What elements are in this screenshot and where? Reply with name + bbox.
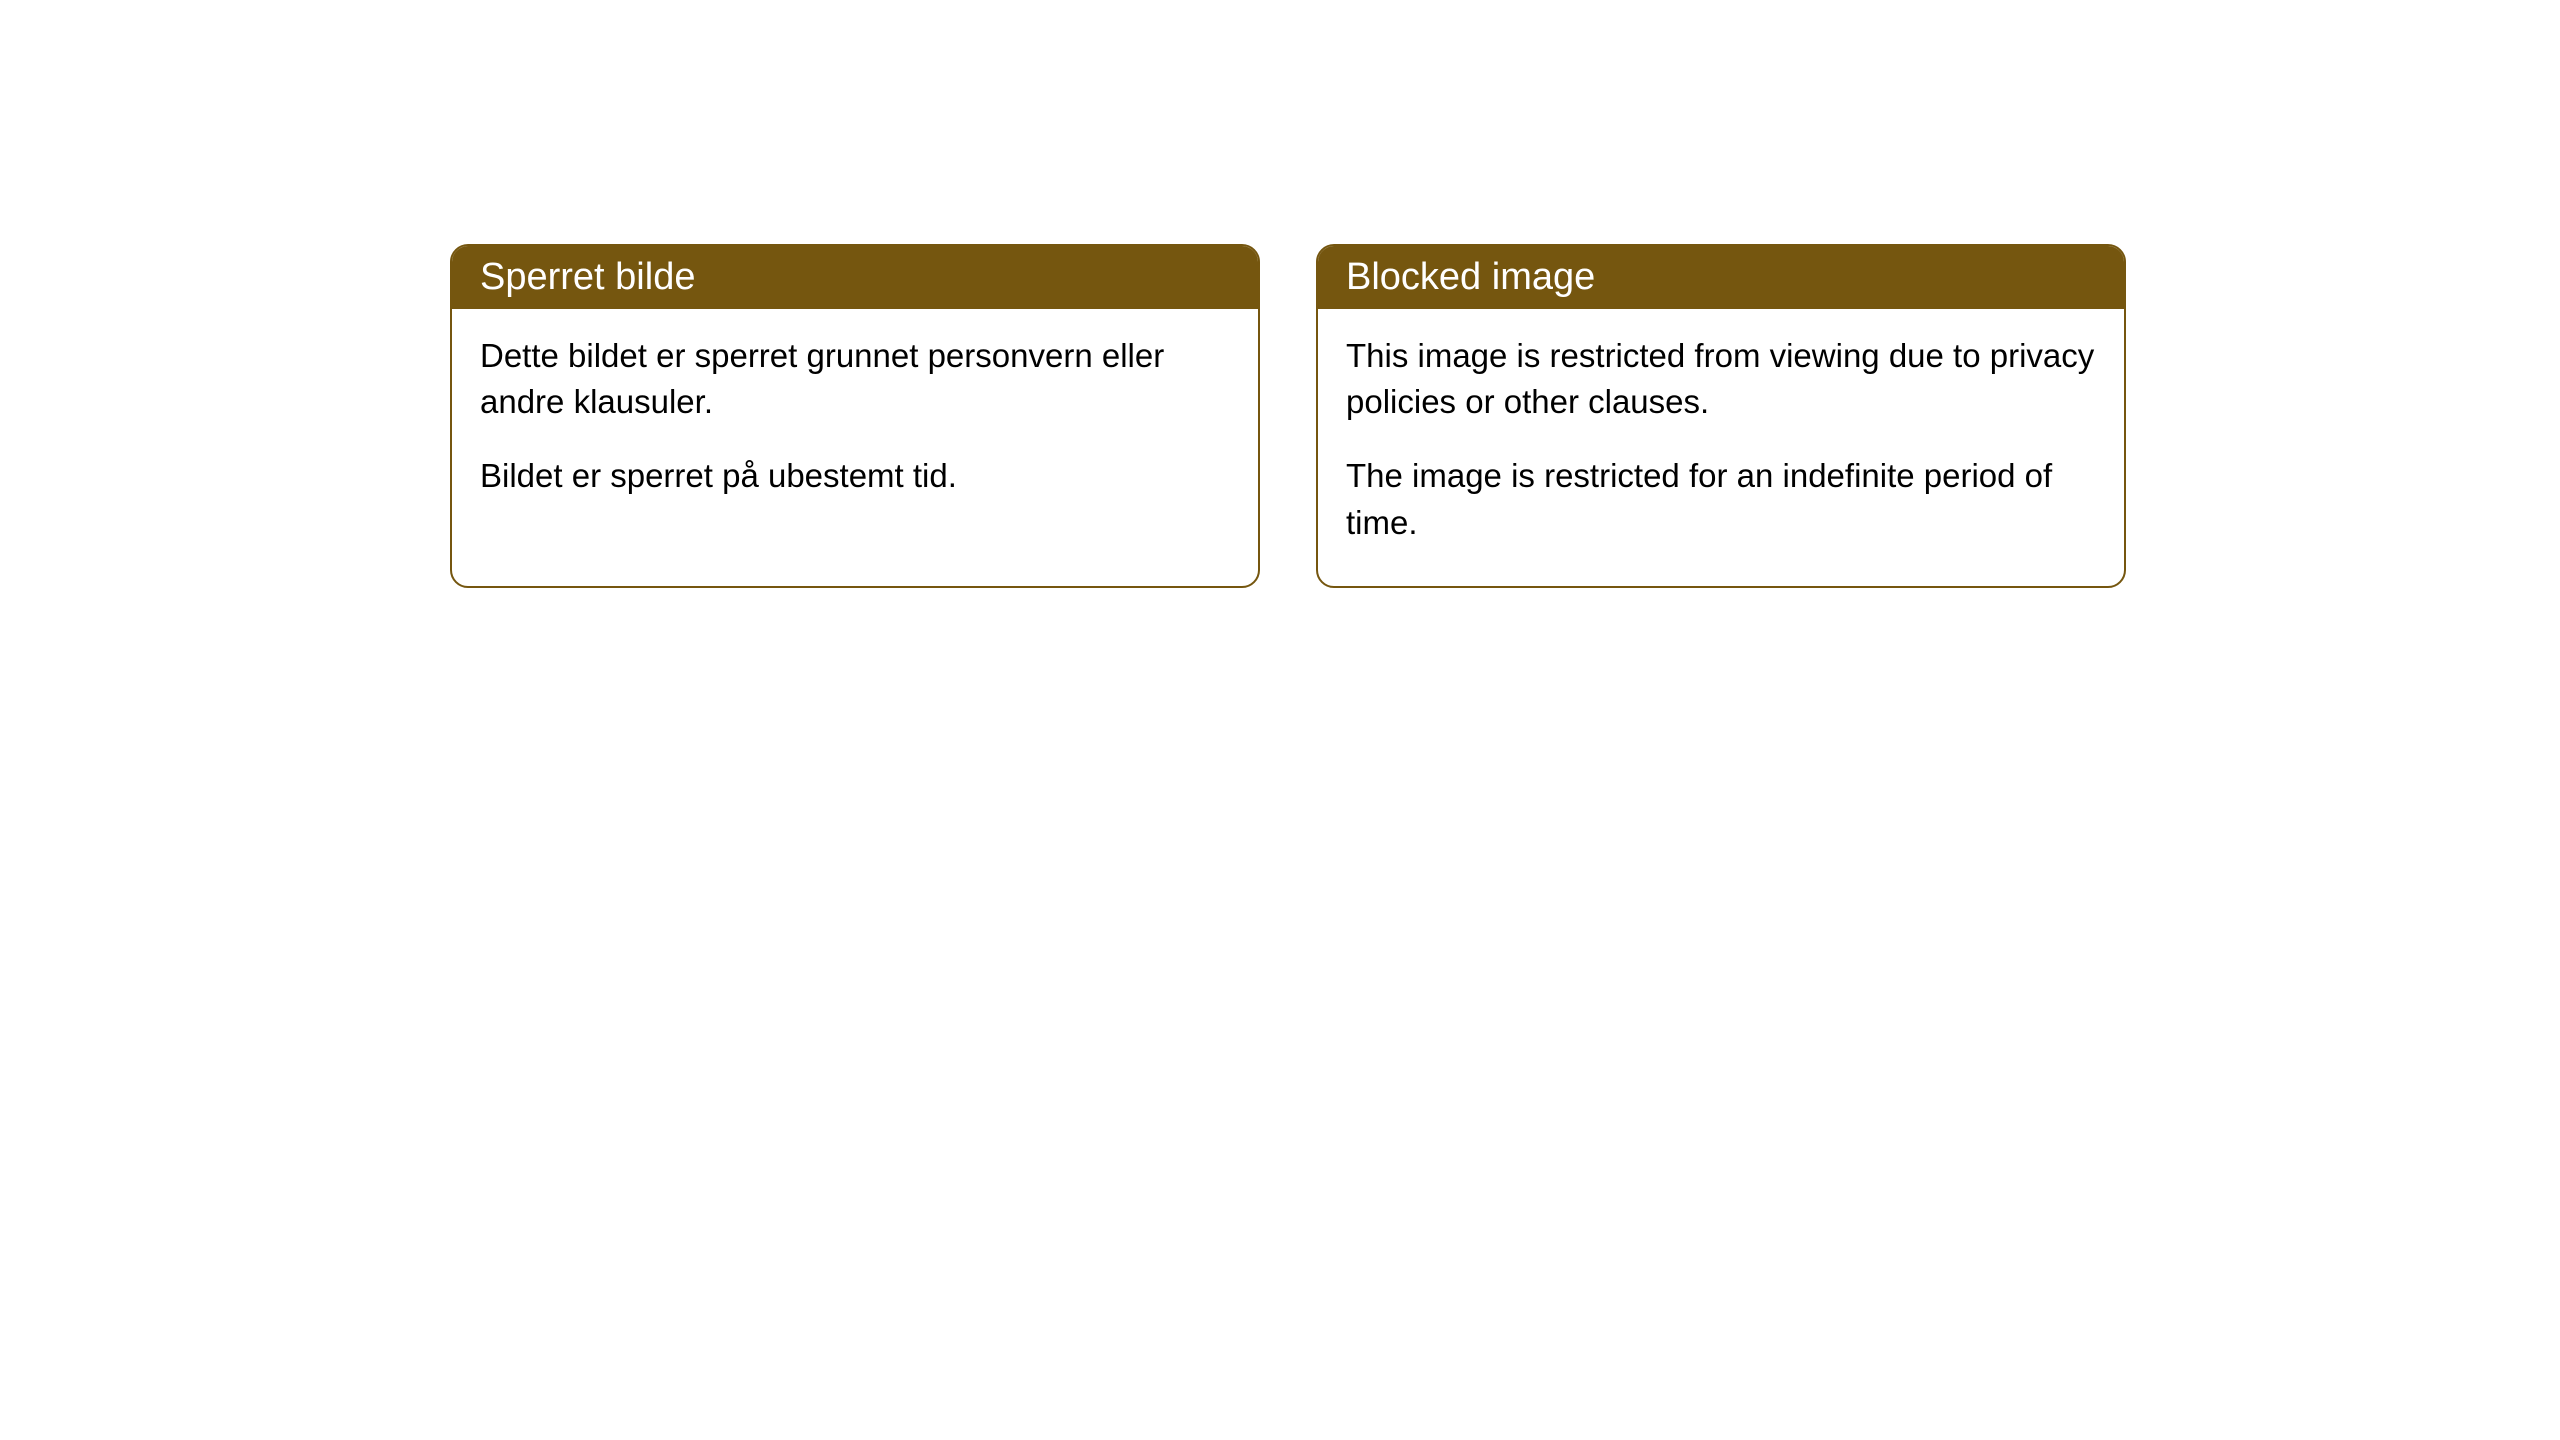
notice-paragraph-1-norwegian: Dette bildet er sperret grunnet personve… bbox=[480, 333, 1230, 425]
notice-title-norwegian: Sperret bilde bbox=[480, 256, 695, 298]
notice-card-norwegian: Sperret bilde Dette bildet er sperret gr… bbox=[450, 244, 1260, 588]
notice-header-english: Blocked image bbox=[1318, 246, 2124, 309]
notice-body-english: This image is restricted from viewing du… bbox=[1318, 309, 2124, 586]
notice-paragraph-1-english: This image is restricted from viewing du… bbox=[1346, 333, 2096, 425]
notice-card-english: Blocked image This image is restricted f… bbox=[1316, 244, 2126, 588]
notice-title-english: Blocked image bbox=[1346, 256, 1595, 298]
notice-body-norwegian: Dette bildet er sperret grunnet personve… bbox=[452, 309, 1258, 540]
notice-header-norwegian: Sperret bilde bbox=[452, 246, 1258, 309]
notice-paragraph-2-norwegian: Bildet er sperret på ubestemt tid. bbox=[480, 453, 1230, 499]
notice-paragraph-2-english: The image is restricted for an indefinit… bbox=[1346, 453, 2096, 545]
notice-container: Sperret bilde Dette bildet er sperret gr… bbox=[0, 0, 2560, 588]
